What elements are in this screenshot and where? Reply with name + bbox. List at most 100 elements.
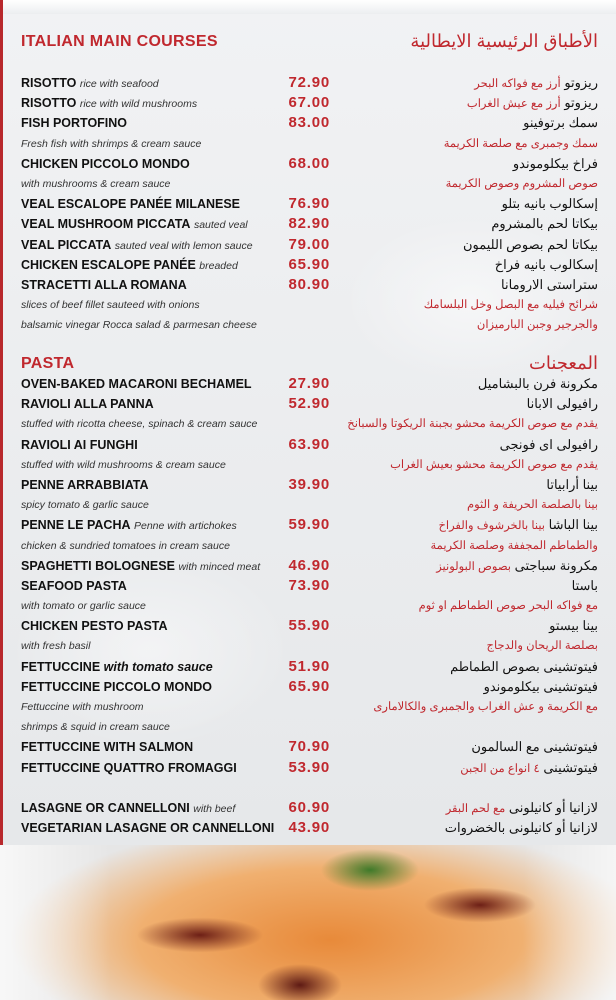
item-price: 51.90 [288, 657, 330, 675]
item-price: 27.90 [288, 375, 330, 392]
item-left-column: FETTUCCINE with tomato sauce 51.90 [21, 657, 330, 677]
item-price: 53.90 [288, 758, 330, 776]
item-left-column: VEAL ESCALOPE PANÉE MILANESE 76.90 [21, 194, 330, 214]
item-left-column: with tomato or garlic sauce [21, 596, 330, 616]
section-title-ar: الأطباق الرئيسية الايطالية [410, 31, 598, 51]
item-name-ar: مكرونة فرن بالبشاميل [470, 374, 598, 394]
menu-background [0, 0, 616, 845]
item-name: FETTUCCINE QUATTRO FROMAGGI [21, 760, 237, 775]
item-name-ar-text: بينا الباشا [548, 517, 598, 533]
item-description-ar: أرز مع عيش الغراب [466, 98, 561, 111]
item-name-ar-text: لازانيا أو كانيلونى [508, 799, 598, 815]
item-note-ar: والطماطم المجففة وصلصة الكريمة [430, 539, 598, 552]
menu-item-note: chicken & sundried tomatoes in cream sau… [0, 536, 616, 556]
menu-item: CHICKEN PICCOLO MONDO 68.00 فراخ بيكلوموند… [0, 154, 616, 174]
item-description: sauted veal [193, 219, 248, 232]
menu-item-note: stuffed with wild mushrooms & cream sauc… [0, 455, 616, 475]
item-name: VEAL MUSHROOM PICCATA [21, 217, 191, 232]
menu-item: VEAL MUSHROOM PICCATA sauted veal 82.90 بي… [0, 214, 616, 234]
item-name-en: SPAGHETTI BOLOGNESE with minced meat [21, 556, 260, 577]
item-left-column: STRACETTI ALLA ROMANA 80.90 [21, 275, 330, 295]
item-note-en: balsamic vinegar Rocca salad & parmesan … [21, 319, 257, 332]
item-price: 76.90 [288, 195, 330, 213]
item-description: Penne with artichokes [134, 520, 237, 533]
item-left-column: stuffed with wild mushrooms & cream sauc… [21, 455, 330, 475]
item-left-column: LASAGNE OR CANNELLONI with beef 60.90 [21, 798, 330, 819]
item-name: RAVIOLI ALLA PANNA [21, 397, 154, 412]
menu-item: FETTUCCINE PICCOLO MONDO 65.90 فيتوتشينى ب… [0, 677, 616, 697]
section-title-en: ITALIAN MAIN COURSES [21, 33, 218, 50]
item-name-ar: فيتوتشينى بيكلوموندو [476, 677, 598, 697]
menu-item-note: stuffed with ricotta cheese, spinach & c… [0, 414, 616, 434]
menu-item: VEAL PICCATA sauted veal with lemon sauc… [0, 235, 616, 255]
item-note-ar: سمك وجمبرى مع صلصة الكريمة [443, 137, 598, 150]
item-name-ar-text: فيتوتشينى بصوص الطماطم [450, 658, 598, 674]
item-name-ar-text: فراخ بيكلوموندو [512, 155, 598, 171]
item-name-en: RISOTTO rice with wild mushrooms [21, 93, 197, 114]
item-note-ar: والجرجير وجبن البارميزان [476, 319, 598, 332]
item-description: with minced meat [178, 560, 261, 573]
item-name: FISH PORTOFINO [21, 116, 128, 131]
item-left-column: SEAFOOD PASTA 73.90 [21, 576, 330, 596]
section-title-ar: المعجنات [528, 353, 598, 373]
item-description: with tomato sauce [103, 659, 213, 674]
item-name-ar-text: بينا بيستو [549, 618, 598, 634]
item-description: with beef [193, 802, 236, 815]
item-name-en: CHICKEN PESTO PASTA [21, 616, 168, 636]
item-name: PENNE LE PACHA [21, 518, 131, 533]
item-left-column: FETTUCCINE WITH SALMON 70.90 [21, 737, 330, 757]
item-name-ar: رافيولى اى فونجى [492, 435, 598, 455]
item-price: 46.90 [288, 556, 330, 574]
item-left-column: spicy tomato & garlic sauce [21, 495, 330, 515]
item-left-column: RAVIOLI ALLA PANNA 52.90 [21, 394, 330, 414]
item-name-ar-text: باستا [571, 577, 598, 593]
item-name-en: VEGETARIAN LASAGNE OR CANNELLONI [21, 818, 274, 838]
item-name: STRACETTI ALLA ROMANA [21, 277, 187, 292]
item-name-ar: لازانيا أو كانيلونى بالخضروات [437, 818, 598, 838]
red-edge [0, 0, 3, 845]
item-name-en: STRACETTI ALLA ROMANA [21, 275, 187, 295]
item-name-en: FETTUCCINE WITH SALMON [21, 737, 193, 757]
item-price: 59.90 [288, 516, 330, 534]
item-name-en: RAVIOLI AI FUNGHI [21, 435, 138, 455]
menu-item-note: Fresh fish with shrimps & cream sauce سمك… [0, 134, 616, 154]
item-left-column: PENNE LE PACHA Penne with artichokes 59.9… [21, 515, 330, 536]
item-left-column: with fresh basil [21, 636, 330, 656]
menu-item-note: spicy tomato & garlic sauce بينا بالصلصة … [0, 495, 616, 515]
item-description: rice with wild mushrooms [79, 98, 198, 111]
item-left-column: CHICKEN ESCALOPE PANÉE breaded 65.90 [21, 255, 330, 276]
item-name-en: CHICKEN PICCOLO MONDO [21, 154, 190, 174]
item-name: FETTUCCINE [21, 659, 101, 674]
item-name-en: VEAL PICCATA sauted veal with lemon sauc… [21, 235, 253, 256]
item-left-column: PENNE ARRABBIATA 39.90 [21, 475, 330, 495]
top-band [0, 0, 616, 14]
item-note-ar: يقدم مع صوص الكريمة محشو بعيش الغراب [390, 458, 598, 471]
item-note-en: stuffed with wild mushrooms & cream sauc… [21, 458, 226, 471]
item-price: 65.90 [288, 677, 330, 695]
item-note-ar: شرائح فيليه مع البصل وخل البلسامك [423, 299, 598, 312]
item-price: 83.00 [288, 114, 330, 132]
item-name: VEAL PICCATA [21, 237, 112, 252]
item-name-ar: سمك برتوفينو [515, 113, 598, 133]
item-name-en: OVEN-BAKED MACARONI BECHAMEL [21, 374, 252, 394]
item-name-ar-text: لازانيا أو كانيلونى بالخضروات [444, 820, 598, 836]
item-name-ar-text: مكرونة فرن بالبشاميل [477, 376, 598, 391]
menu-item: VEGETARIAN LASAGNE OR CANNELLONI 43.90 لاز… [0, 818, 616, 838]
item-name-en: SEAFOOD PASTA [21, 576, 127, 596]
pasta-dish-photo [0, 845, 616, 1000]
item-name: CHICKEN PICCOLO MONDO [21, 156, 190, 171]
item-name-en: VEAL ESCALOPE PANÉE MILANESE [21, 194, 240, 214]
item-name: RAVIOLI AI FUNGHI [21, 437, 138, 452]
item-left-column: RISOTTO rice with wild mushrooms 67.00 [21, 93, 330, 114]
item-name-ar-text: إسكالوب بانيه فراخ [494, 256, 598, 272]
item-note-ar: بصلصة الريحان والدجاج [486, 640, 598, 653]
item-name-en: FISH PORTOFINO [21, 113, 127, 133]
item-name-ar: ستراستى الارومانا [493, 275, 598, 295]
item-name-en: LASAGNE OR CANNELLONI with beef [21, 798, 235, 819]
item-left-column: shrimps & squid in cream sauce [21, 717, 330, 737]
item-description-ar: مع لحم البقر [445, 802, 506, 815]
item-name-ar-text: رافيولى اى فونجى [499, 436, 598, 452]
item-left-column: Fettuccine with mushroom [21, 697, 330, 717]
item-description-ar: ٤ انواع من الجبن [460, 762, 540, 775]
item-name: LASAGNE OR CANNELLONI [21, 800, 190, 815]
